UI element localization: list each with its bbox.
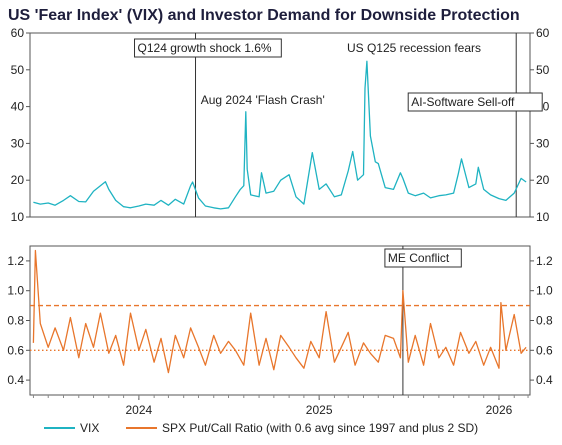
vix-ytick-label-left: 20 — [11, 173, 25, 187]
vix-ytick-label-right: 30 — [536, 136, 550, 150]
annotation-box — [407, 92, 543, 112]
legend-label-putcall: SPX Put/Call Ratio (with 0.6 avg since 1… — [162, 421, 478, 435]
x-tick-label: 2025 — [306, 403, 333, 417]
putcall-frame — [29, 245, 531, 396]
vix-ytick-label-left: 30 — [11, 136, 25, 150]
annotation-box — [134, 38, 282, 58]
legend: VIX SPX Put/Call Ratio (with 0.6 avg sinc… — [44, 421, 478, 435]
x-tick-label: 2024 — [126, 403, 153, 417]
chart-title: US 'Fear Index' (VIX) and Investor Deman… — [8, 7, 520, 24]
vix-ytick-label-left: 40 — [11, 100, 25, 114]
top-panel-vix: 101020203030404050506060Q124 growth shoc… — [11, 26, 550, 224]
annotation-label: US Q125 recession fears — [347, 41, 481, 55]
annotation-box — [384, 248, 462, 268]
putcall-ytick-label-right: 0.8 — [536, 314, 553, 328]
legend-label-vix: VIX — [80, 421, 99, 435]
putcall-ytick-label-right: 0.6 — [536, 343, 553, 357]
putcall-ytick-label-left: 0.4 — [7, 373, 24, 387]
putcall-ytick-label-right: 1.2 — [536, 254, 553, 268]
vix-ytick-label-left: 50 — [11, 63, 25, 77]
putcall-ytick-label-left: 1.0 — [7, 284, 24, 298]
annotation-label: ME Conflict — [388, 251, 450, 265]
vix-ytick-label-right: 60 — [536, 26, 550, 40]
annotation-label: Q124 growth shock 1.6% — [138, 41, 272, 55]
vix-frame — [29, 32, 531, 218]
vix-ytick-label-left: 60 — [11, 26, 25, 40]
vix-ytick-label-right: 20 — [536, 173, 550, 187]
vix-ytick-label-right: 50 — [536, 63, 550, 77]
annotation-label: Aug 2024 'Flash Crash' — [201, 93, 325, 107]
putcall-ytick-label-left: 1.2 — [7, 254, 24, 268]
putcall-ytick-label-right: 0.4 — [536, 373, 553, 387]
putcall-ytick-label-left: 0.8 — [7, 314, 24, 328]
x-axis: 2024 2025 2026 — [32, 395, 529, 417]
putcall-series-line — [32, 249, 527, 374]
annotation-label: AI-Software Sell-off — [411, 95, 515, 109]
putcall-ytick-label-left: 0.6 — [7, 343, 24, 357]
bottom-panel-putcall: 0.4 0.4 0.6 0.6 0.8 0.8 1.0 1.0 1.2 1.2 ME Conflic… — [7, 245, 553, 396]
putcall-ytick-label-right: 1.0 — [536, 284, 553, 298]
vix-ytick-label-right: 10 — [536, 210, 550, 224]
vix-ytick-label-left: 10 — [11, 210, 25, 224]
vix-series-line — [33, 60, 527, 210]
x-tick-label: 2026 — [486, 403, 513, 417]
